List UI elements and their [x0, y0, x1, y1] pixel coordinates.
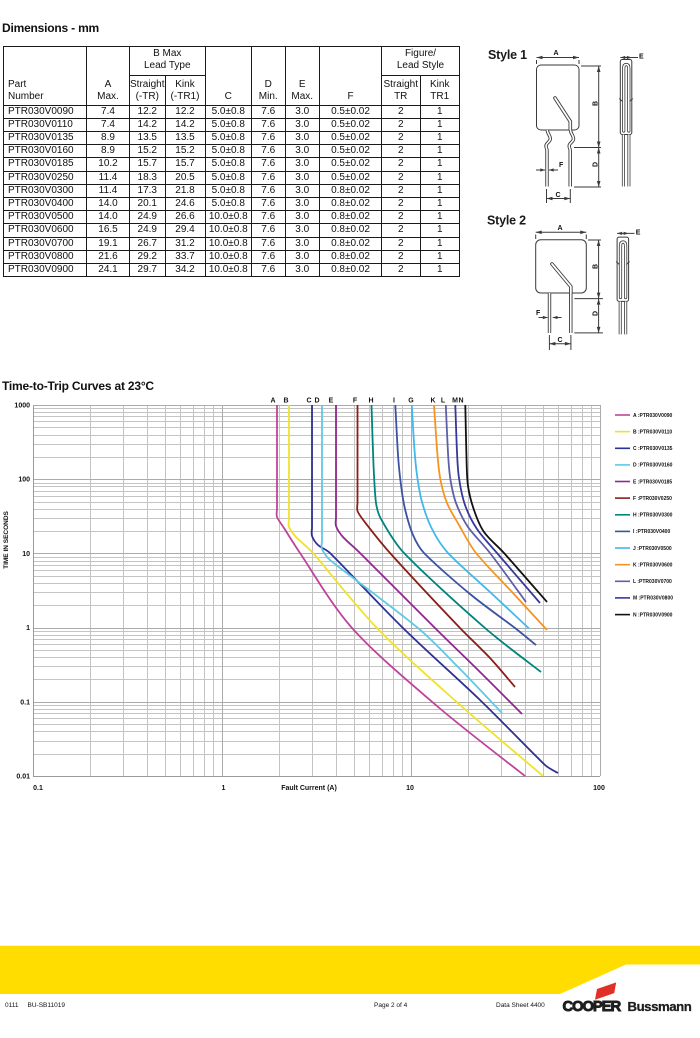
- svg-text:B: B: [593, 101, 600, 106]
- svg-text:B: B: [283, 398, 288, 405]
- svg-text:1: 1: [26, 625, 30, 632]
- svg-text:H: H: [368, 398, 373, 405]
- svg-text:Bussmann: Bussmann: [628, 999, 692, 1014]
- svg-text:I :PTR030V0400: I :PTR030V0400: [633, 529, 670, 535]
- svg-text:C: C: [306, 398, 311, 405]
- svg-text:E :PTR030V0185: E :PTR030V0185: [633, 479, 672, 485]
- svg-text:0.1: 0.1: [33, 785, 43, 792]
- svg-text:1000: 1000: [14, 403, 30, 410]
- svg-text:100: 100: [18, 477, 30, 484]
- svg-text:Style 2: Style 2: [487, 214, 526, 228]
- svg-text:A: A: [270, 398, 275, 405]
- svg-text:10: 10: [406, 785, 414, 792]
- svg-text:B :PTR030V0110: B :PTR030V0110: [633, 429, 672, 435]
- svg-text:G: G: [408, 398, 414, 405]
- svg-text:D: D: [593, 311, 600, 316]
- svg-text:K :PTR030V0600: K :PTR030V0600: [633, 563, 673, 569]
- svg-text:E: E: [329, 398, 334, 405]
- svg-text:COOPER: COOPER: [563, 999, 622, 1015]
- svg-text:F: F: [559, 162, 564, 169]
- svg-text:Fault Current (A): Fault Current (A): [281, 785, 337, 792]
- svg-text:L :PTR030V0700: L :PTR030V0700: [633, 579, 672, 585]
- svg-text:A: A: [557, 225, 562, 232]
- svg-text:10: 10: [22, 551, 30, 558]
- svg-text:C: C: [557, 337, 562, 344]
- svg-text:N: N: [458, 398, 463, 405]
- svg-text:B: B: [593, 264, 600, 269]
- svg-text:0.01: 0.01: [16, 774, 30, 781]
- svg-text:A: A: [553, 50, 558, 57]
- svg-text:1: 1: [222, 785, 226, 792]
- svg-text:M: M: [452, 398, 458, 405]
- svg-text:Style 1: Style 1: [488, 48, 527, 62]
- svg-text:A :PTR030V0090: A :PTR030V0090: [633, 413, 672, 419]
- svg-text:D: D: [314, 398, 319, 405]
- svg-text:L: L: [441, 398, 446, 405]
- svg-text:F :PTR030V0250: F :PTR030V0250: [633, 496, 672, 502]
- svg-text:N :PTR030V0900: N :PTR030V0900: [633, 612, 673, 618]
- svg-text:H :PTR030V0300: H :PTR030V0300: [633, 513, 673, 519]
- svg-text:100: 100: [593, 785, 605, 792]
- svg-text:I: I: [393, 398, 395, 405]
- svg-text:0.1: 0.1: [20, 699, 30, 706]
- svg-text:K: K: [430, 398, 435, 405]
- svg-text:D: D: [593, 162, 600, 167]
- svg-text:F: F: [536, 310, 541, 317]
- svg-text:TIME IN SECONDS: TIME IN SECONDS: [3, 510, 10, 568]
- svg-text:F: F: [353, 398, 358, 405]
- svg-text:E: E: [639, 54, 644, 61]
- svg-text:C: C: [555, 192, 560, 199]
- svg-text:D :PTR030V0160: D :PTR030V0160: [633, 463, 673, 469]
- svg-text:E: E: [636, 230, 641, 237]
- svg-text:J :PTR030V0500: J :PTR030V0500: [633, 546, 672, 552]
- svg-text:M :PTR030V0800: M :PTR030V0800: [633, 596, 673, 602]
- svg-text:C :PTR030V0135: C :PTR030V0135: [633, 446, 673, 452]
